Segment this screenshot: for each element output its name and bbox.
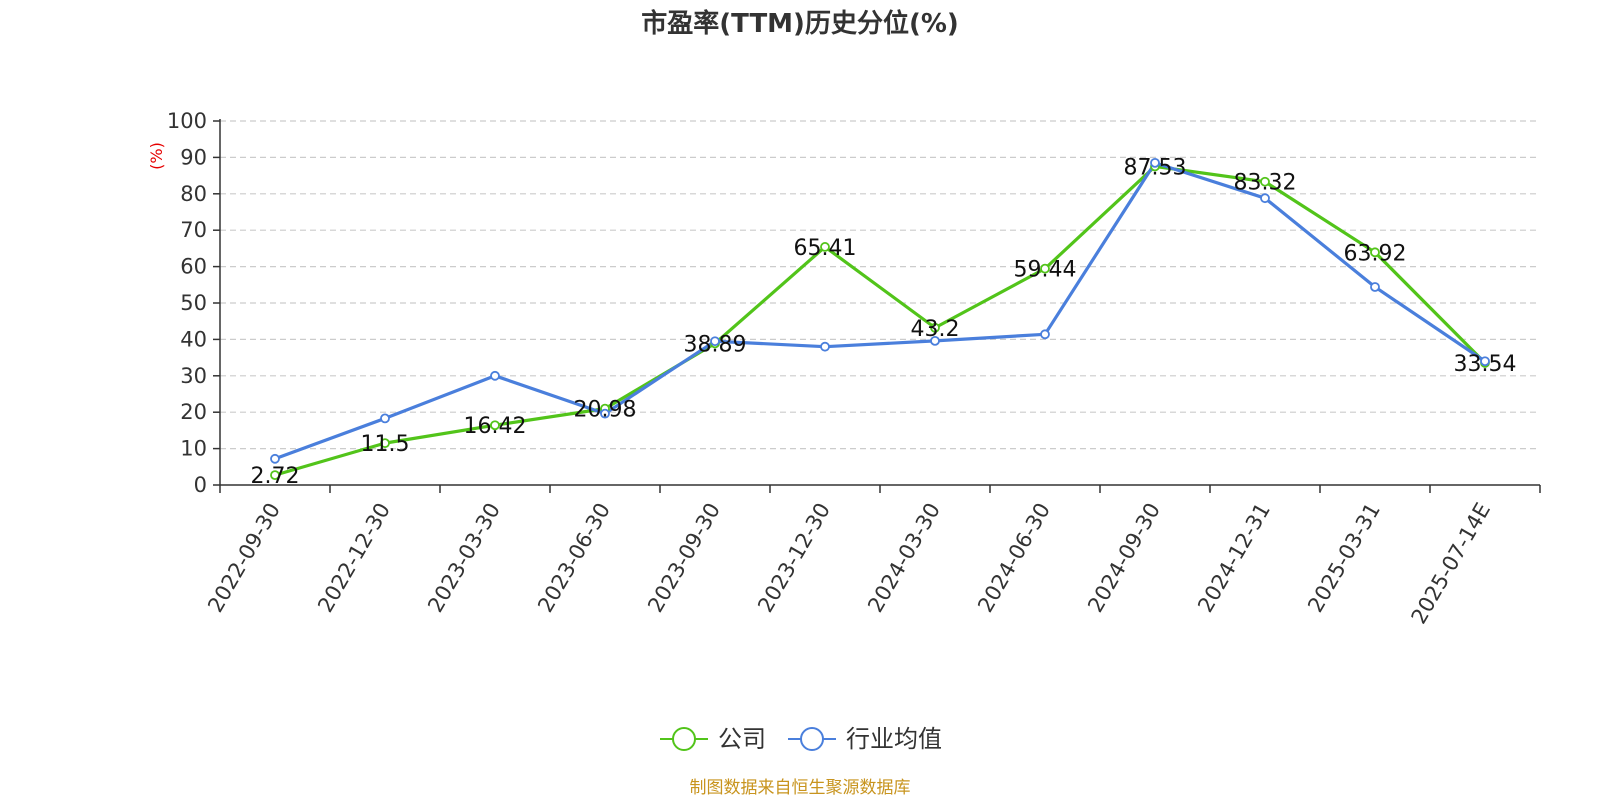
data-label: 38.89 bbox=[684, 332, 747, 357]
data-point-1[interactable] bbox=[1480, 356, 1490, 367]
legend-marker-icon bbox=[800, 727, 824, 751]
y-tick-label: 20 bbox=[180, 400, 207, 424]
data-point-0[interactable] bbox=[490, 420, 500, 431]
data-point-1[interactable] bbox=[820, 341, 830, 352]
data-point-1[interactable] bbox=[1150, 157, 1160, 168]
data-point-1[interactable] bbox=[380, 413, 390, 424]
data-point-0[interactable] bbox=[380, 438, 390, 449]
data-point-0[interactable] bbox=[820, 242, 830, 252]
data-label: 33.54 bbox=[1454, 352, 1517, 377]
data-point-0[interactable] bbox=[1260, 176, 1270, 187]
y-tick-label: 30 bbox=[180, 364, 207, 388]
x-tick-label: 2025-03-31 bbox=[1303, 499, 1385, 617]
data-point-0[interactable] bbox=[270, 470, 280, 480]
y-tick-label: 100 bbox=[167, 109, 207, 133]
x-tick-label: 2023-06-30 bbox=[533, 499, 615, 617]
data-label: 2.72 bbox=[251, 464, 300, 489]
x-tick-label: 2024-09-30 bbox=[1083, 499, 1165, 617]
data-point-1[interactable] bbox=[710, 336, 720, 347]
data-label: 87.53 bbox=[1124, 155, 1187, 180]
data-label: 20.98 bbox=[574, 398, 637, 423]
y-tick-label: 40 bbox=[180, 327, 207, 351]
x-tick-label: 2023-09-30 bbox=[643, 499, 725, 617]
data-label: 65.41 bbox=[794, 236, 857, 261]
legend[interactable]: 公司 行业均值 bbox=[660, 725, 942, 753]
series-line-1 bbox=[274, 161, 1486, 461]
grid-lines bbox=[220, 120, 1540, 450]
x-tick-label: 2023-03-30 bbox=[423, 499, 505, 617]
x-tick-label: 2024-03-30 bbox=[863, 499, 945, 617]
y-tick-label: 10 bbox=[180, 437, 207, 461]
data-labels: 2.72 11.5 16.42 20.98 38.89 65.41 43.2 59.44 87.… bbox=[251, 155, 1517, 489]
series-line-0 bbox=[274, 164, 1487, 477]
series-layer bbox=[270, 157, 1490, 480]
x-tick-label: 2024-12-31 bbox=[1193, 499, 1275, 617]
data-point-1[interactable] bbox=[1040, 329, 1050, 340]
data-point-1[interactable] bbox=[600, 408, 610, 419]
source-note: 制图数据来自恒生聚源数据库 bbox=[690, 778, 911, 798]
data-point-1[interactable] bbox=[930, 335, 940, 346]
chart-title: 市盈率(TTM)历史分位(%) bbox=[641, 8, 959, 39]
y-tick-label: 80 bbox=[180, 182, 207, 206]
data-label: 59.44 bbox=[1014, 258, 1077, 283]
data-point-1[interactable] bbox=[270, 453, 280, 464]
legend-item-1[interactable]: 行业均值 bbox=[788, 725, 942, 753]
data-label: 43.2 bbox=[911, 317, 960, 342]
data-label: 11.5 bbox=[361, 432, 410, 457]
data-point-1[interactable] bbox=[1260, 193, 1270, 204]
data-point-0[interactable] bbox=[1040, 263, 1050, 274]
y-tick-label: 90 bbox=[180, 145, 207, 169]
x-tick-label: 2024-06-30 bbox=[973, 499, 1055, 617]
data-point-0[interactable] bbox=[1370, 247, 1380, 258]
x-tick-label: 2025-07-14E bbox=[1407, 499, 1495, 628]
x-tick-label: 2023-12-30 bbox=[753, 499, 835, 617]
data-label: 16.42 bbox=[464, 414, 527, 439]
axes: 0 10 20 30 40 50 60 70 80 90 100 2022-09-30 2022-12-… bbox=[167, 109, 1541, 628]
y-axis-label: (%) bbox=[147, 142, 166, 170]
y-tick-label: 60 bbox=[180, 255, 207, 279]
data-label: 83.32 bbox=[1234, 171, 1297, 196]
x-tick-label: 2022-09-30 bbox=[203, 499, 285, 617]
data-label: 63.92 bbox=[1344, 241, 1407, 266]
data-point-1[interactable] bbox=[1370, 282, 1380, 292]
y-tick-label: 0 bbox=[194, 473, 207, 497]
x-tick-label: 2022-12-30 bbox=[313, 499, 395, 617]
data-point-0[interactable] bbox=[930, 322, 940, 333]
y-tick-label: 50 bbox=[180, 291, 207, 315]
y-tick-label: 70 bbox=[180, 218, 207, 242]
data-point-1[interactable] bbox=[490, 370, 500, 381]
legend-label: 公司 bbox=[718, 725, 766, 753]
legend-label: 行业均值 bbox=[846, 725, 942, 753]
legend-item-0[interactable]: 公司 bbox=[660, 725, 766, 753]
legend-marker-icon bbox=[672, 727, 696, 751]
